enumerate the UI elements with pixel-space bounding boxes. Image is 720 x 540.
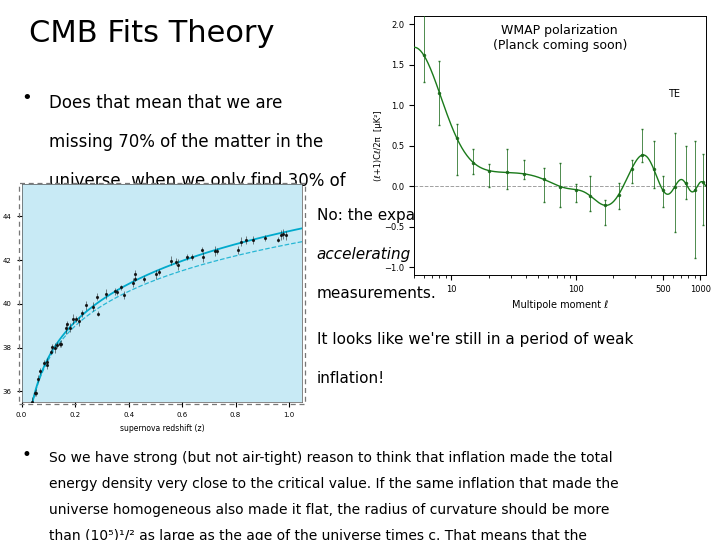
Text: clusters?: clusters? [49, 250, 123, 268]
Y-axis label: (ℓ+1)Cℓ/2π  [μK²]: (ℓ+1)Cℓ/2π [μK²] [374, 111, 383, 181]
Text: measurements.: measurements. [317, 286, 436, 301]
Text: No: the expansion of the universe is: No: the expansion of the universe is [317, 208, 598, 223]
Text: So we have strong (but not air-tight) reason to think that inflation made the to: So we have strong (but not air-tight) re… [49, 451, 613, 465]
Text: than (10⁵)¹/² as large as the age of the universe times c. That means that the: than (10⁵)¹/² as large as the age of the… [49, 529, 587, 540]
Text: the critical density in galactic: the critical density in galactic [49, 211, 294, 229]
Text: universe homogeneous also made it flat, the radius of curvature should be more: universe homogeneous also made it flat, … [49, 503, 609, 517]
Text: CMB Fits Theory: CMB Fits Theory [29, 19, 274, 48]
X-axis label: Multipole moment ℓ: Multipole moment ℓ [512, 300, 608, 309]
Text: •: • [22, 446, 32, 463]
Text: energy density very close to the critical value. If the same inflation that made: energy density very close to the critica… [49, 477, 618, 491]
Text: according to pretty reliable: according to pretty reliable [428, 247, 647, 262]
Text: inflation!: inflation! [317, 371, 385, 386]
Text: WMAP polarization
(Planck coming soon): WMAP polarization (Planck coming soon) [492, 24, 627, 52]
Text: accelerating: accelerating [317, 247, 411, 262]
Text: TE: TE [667, 89, 680, 99]
Text: missing 70% of the matter in the: missing 70% of the matter in the [49, 133, 323, 151]
Text: •: • [22, 89, 32, 107]
Text: It looks like we're still in a period of weak: It looks like we're still in a period of… [317, 332, 633, 347]
Text: still: still [652, 208, 679, 223]
Text: universe, when we only find 30% of: universe, when we only find 30% of [49, 172, 346, 190]
Text: Does that mean that we are: Does that mean that we are [49, 94, 282, 112]
Text: Hubble
revisited: Hubble revisited [107, 300, 174, 332]
X-axis label: supernova redshift (z): supernova redshift (z) [120, 423, 204, 433]
